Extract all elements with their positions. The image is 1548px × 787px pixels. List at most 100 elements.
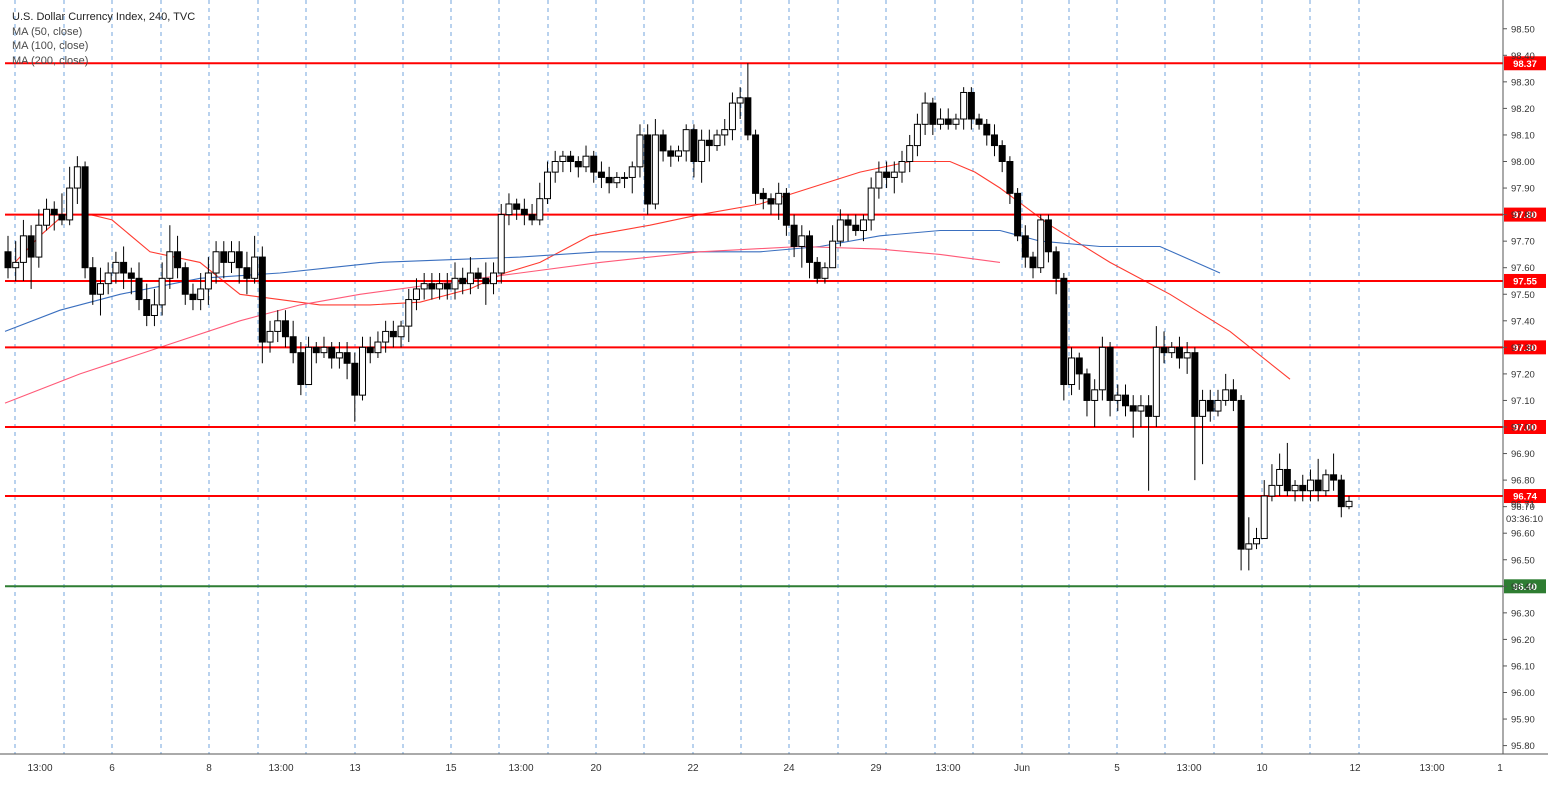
candle-body-up [898,161,906,173]
candle [1122,384,1129,417]
ma100-line [4,229,1221,332]
candle-body-down [990,134,998,147]
candle [859,214,867,242]
candle-body-up [829,240,837,269]
candle-body-up [736,97,744,104]
candle-body-down [1075,357,1083,375]
candle-body-up [1260,495,1268,540]
candle [705,129,713,162]
candle [1106,342,1114,417]
price-tick-label: 97.70 [1511,237,1535,248]
candle-body-up [1268,484,1276,497]
candle-body-up [66,187,74,221]
candle-body-down [1237,399,1245,550]
price-tick-label: 96.60 [1511,529,1535,540]
candle [844,214,852,242]
candle [1245,517,1253,571]
candle-body-up [875,171,883,189]
candle [312,342,320,364]
candle [1168,342,1176,358]
candle-body-up [836,219,844,242]
candle-body-up [1322,474,1330,492]
candle [243,251,251,295]
candle-body-down [975,118,983,125]
candle [204,257,212,305]
candle-body-up [651,134,659,205]
candle [1060,273,1068,401]
candle [759,188,767,210]
candle-body-down [998,145,1006,163]
candle-body-up [821,267,829,279]
candle [1044,214,1052,263]
candle-body-down [1106,346,1114,401]
candle-body-down [1052,251,1060,279]
candle [867,177,875,231]
candle-body-down [58,214,66,221]
candle-body-up [274,320,282,332]
price-tick-label: 98.20 [1511,104,1535,115]
price-tick-label: 97.10 [1511,396,1535,407]
candle [19,219,27,281]
candle [883,161,891,189]
candle [412,278,420,311]
candle-body-down [1175,346,1183,359]
candle-body-down [1145,405,1153,417]
candle-body-down [1014,192,1022,237]
time-tick-label: 8 [206,763,212,774]
candle-body-down [744,97,752,136]
candle-body-up [19,235,27,263]
candle-body-up [451,277,459,290]
candle-body-down [1122,394,1129,407]
candle-body-up [228,251,235,263]
candle [235,241,243,284]
candle [112,251,120,284]
price-tick-label: 97.30 [1511,343,1535,354]
candle-body-up [1253,538,1261,545]
candle [690,124,698,178]
price-tick-label: 97.40 [1511,316,1535,327]
level-tag-label: 96.74 [1513,492,1537,503]
time-tick-label: 12 [1349,763,1361,774]
candle-body-up [937,118,945,125]
candle-body-down [967,91,975,120]
candle-body-down [312,346,320,354]
candle [1206,389,1214,422]
price-tick-label: 96.10 [1511,661,1535,672]
candle [135,262,143,311]
candle [913,113,921,157]
candle-body-up [621,176,629,179]
candle [1276,453,1284,497]
candle-body-down [983,123,991,136]
price-tick-label: 96.20 [1511,635,1535,646]
price-tick-label: 98.30 [1511,77,1535,88]
candle-body-up [543,171,551,200]
candle-body-down [343,352,351,364]
candle-body-down [667,150,675,157]
price-tick-label: 96.40 [1511,582,1535,593]
candle [1037,214,1045,274]
candle [806,230,814,279]
candle-body-up [913,123,921,147]
candle [382,320,390,353]
candle-body-up [490,272,498,285]
candle-body-up [505,203,513,216]
candle [251,235,259,284]
candle [651,119,659,210]
candle [174,235,182,279]
candle-body-up [1152,346,1160,417]
candle [420,273,428,300]
candle-body-up [204,272,212,290]
price-tick-label: 95.80 [1511,741,1535,752]
candle-body-up [559,155,567,163]
candle [320,336,328,358]
candle [628,161,636,194]
candle-body-down [590,155,598,173]
candle-body-down [181,267,189,295]
price-tick-label: 96.50 [1511,555,1535,566]
candle-body-up [1168,346,1176,354]
candle [921,92,929,135]
candle [189,283,197,311]
candle-body-down [220,251,228,263]
